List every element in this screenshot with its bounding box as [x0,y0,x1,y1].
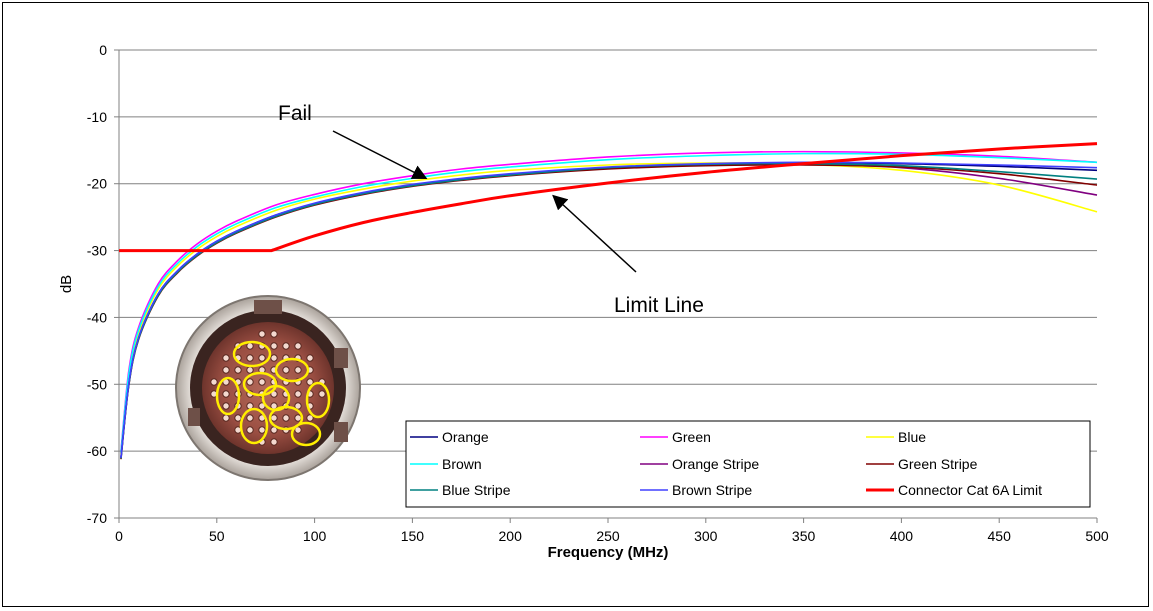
x-tick-labels: 0 50 100 150 200 250 300 350 400 450 500 [115,518,1109,544]
y-tick-label: -30 [87,243,107,259]
y-tick-label: -10 [87,109,107,125]
legend-entry-label: Blue Stripe [442,482,511,498]
y-tick-label: -70 [87,510,107,526]
y-tick-label: -50 [87,376,107,392]
connector-photo [175,295,361,481]
legend-entry-label: Brown Stripe [672,482,752,498]
legend-entry-label: Blue [898,429,926,445]
legend: Orange Green Blue Brown Orange Stripe Green S… [405,420,1091,508]
x-tick-label: 400 [890,528,914,544]
x-tick-label: 200 [499,528,523,544]
legend-entry-label: Green [672,429,711,445]
fail-annotation-text: Fail [278,102,312,125]
x-tick-label: 300 [694,528,718,544]
pair-highlight-rings [215,340,331,447]
x-tick-label: 50 [209,528,225,544]
y-tick-label: 0 [99,42,107,58]
legend-entry-label: Orange [442,429,489,445]
series-line-green [120,150,1098,452]
legend-entry-label: Green Stripe [898,456,978,472]
limit-line-annotation-text: Limit Line [614,294,704,317]
x-axis-title: Frequency (MHz) [548,544,669,561]
series-lines [119,142,1098,460]
y-tick-label: -40 [87,309,107,325]
x-tick-label: 500 [1085,528,1109,544]
y-tick-label: -20 [87,176,107,192]
x-tick-label: 450 [988,528,1012,544]
legend-entry-label: Connector Cat 6A Limit [898,482,1042,498]
x-tick-label: 250 [596,528,620,544]
y-tick-label: -60 [87,443,107,459]
series-line-brown [120,152,1098,453]
limit-line-annotation-arrow [552,194,637,273]
x-tick-label: 350 [792,528,816,544]
y-axis-title: dB [58,275,75,293]
x-tick-label: 100 [303,528,327,544]
series-line-connector-cat-6a-limit [119,142,1098,253]
x-tick-label: 0 [115,528,123,544]
y-tick-labels: 0 -10 -20 -30 -40 -50 -60 -70 [87,42,119,526]
legend-entry-label: Orange Stripe [672,456,759,472]
x-tick-label: 150 [401,528,425,544]
legend-entry-label: Brown [442,456,482,472]
fail-annotation-arrow [332,130,428,180]
